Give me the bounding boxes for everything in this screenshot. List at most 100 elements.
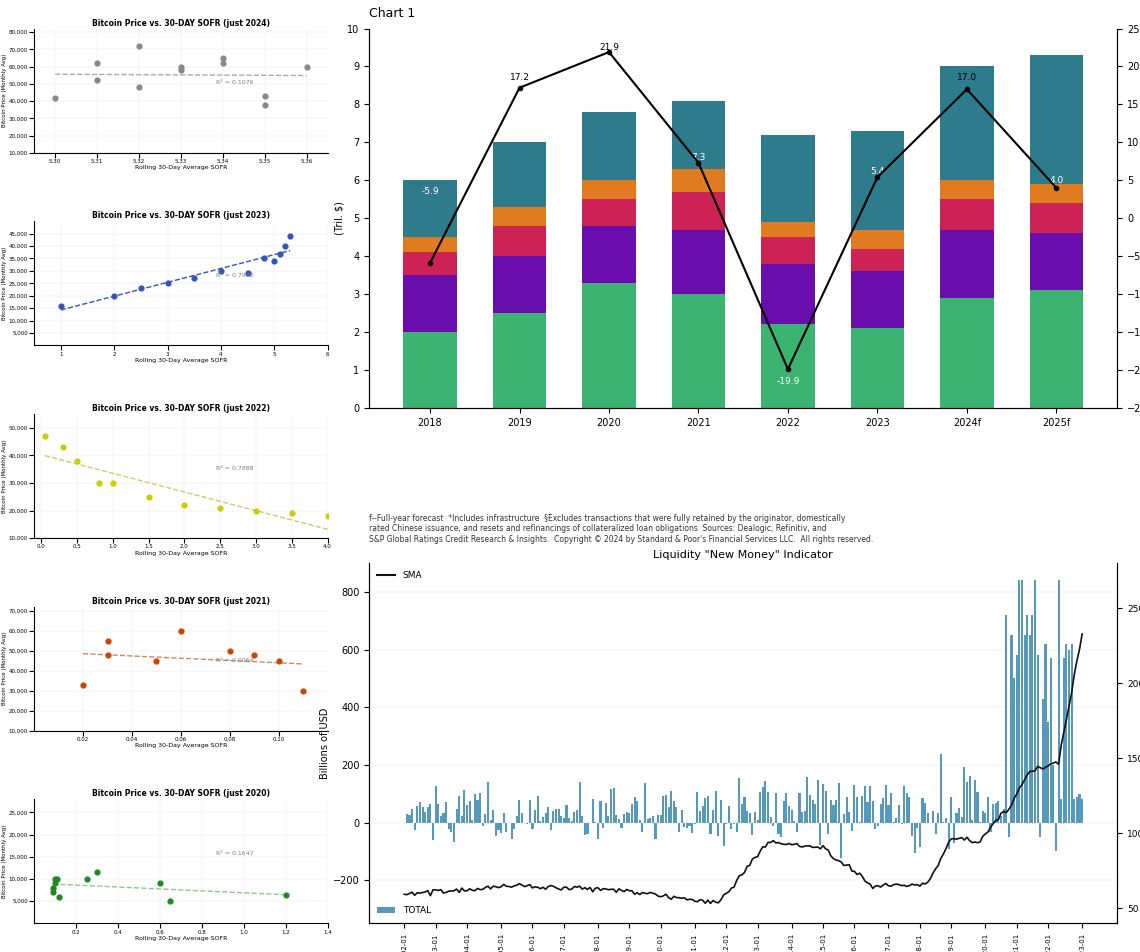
Bar [1042,699,1044,823]
Bar [453,823,455,842]
Bar [903,785,905,823]
Text: R² = 0.0064: R² = 0.0064 [217,659,253,664]
Bar [671,101,725,169]
Bar [762,237,815,264]
Point [270,246,288,261]
Bar [1028,635,1031,823]
Bar [1040,823,1041,837]
Bar [1024,635,1026,823]
Bar [489,821,491,823]
Bar [408,815,410,823]
Bar [925,803,926,823]
Bar [511,823,513,840]
Y-axis label: Bitcoin Price (Monthly Avg): Bitcoin Price (Monthly Avg) [2,632,7,705]
Point [104,475,122,490]
Bar [917,823,919,828]
Bar [715,791,717,823]
Point [172,63,190,78]
Bar [644,783,646,823]
Bar [1016,655,1018,823]
Bar [966,783,968,823]
Y-axis label: Billions of USD: Billions of USD [320,707,331,779]
Bar [824,790,826,823]
Bar [626,811,628,823]
Bar [940,180,994,199]
Bar [557,809,560,823]
Bar [777,823,780,834]
Bar [838,783,840,823]
Bar [583,199,636,226]
Point [266,253,284,268]
Bar [919,823,921,846]
Bar [1021,581,1023,823]
Text: 5.4: 5.4 [870,167,885,176]
Bar [592,800,594,823]
Bar [725,823,727,824]
Point [88,72,106,88]
Bar [426,807,429,823]
Point [139,489,157,505]
Bar [671,294,725,407]
Bar [990,823,992,832]
Bar [1078,794,1081,823]
Point [98,647,116,663]
Bar [762,264,815,325]
Bar [836,801,837,823]
Point [318,508,336,524]
Bar [969,776,970,823]
Bar [487,782,489,823]
Bar [1076,797,1078,823]
Bar [783,801,784,823]
Bar [492,313,546,407]
Bar [958,808,960,823]
Bar [434,785,437,823]
Bar [816,781,819,823]
Bar [887,804,889,823]
Bar [937,812,939,823]
Legend: TOTAL: TOTAL [374,902,434,919]
Bar [657,815,659,823]
SMA [1075,628,1089,640]
Point [276,238,294,253]
Bar [1029,203,1083,233]
Bar [850,328,904,407]
SMA [1047,758,1060,769]
Title: Bitcoin Price vs. 30-DAY SOFR (just 2024): Bitcoin Price vs. 30-DAY SOFR (just 2024… [92,19,270,28]
Bar [796,823,798,832]
Bar [717,823,719,836]
Bar [534,810,536,823]
Bar [654,823,657,839]
Bar [474,794,477,823]
Bar [563,818,565,823]
Bar [583,180,636,199]
Bar [1066,644,1067,823]
Bar [772,823,774,826]
Bar [442,813,445,823]
Point [48,871,66,886]
Bar [976,792,978,823]
Bar [404,237,457,252]
Bar [665,795,667,823]
Bar [739,778,740,823]
Bar [456,809,457,823]
Bar [624,814,625,823]
Bar [513,823,515,829]
Bar [1068,649,1070,823]
Bar [913,823,915,853]
Bar [1013,679,1015,823]
Point [247,503,266,518]
Title: Bitcoin Price vs. 30-DAY SOFR (just 2023): Bitcoin Price vs. 30-DAY SOFR (just 2023… [92,211,270,221]
Bar [586,823,588,834]
SMA [398,888,412,900]
Bar [775,793,777,823]
Text: -19.9: -19.9 [776,377,799,386]
Bar [549,823,552,829]
Bar [1032,615,1034,823]
Bar [751,823,754,835]
Bar [581,816,584,823]
Point [298,59,316,74]
Bar [458,797,461,823]
Bar [671,191,725,229]
Bar [719,800,722,823]
Point [213,50,231,66]
